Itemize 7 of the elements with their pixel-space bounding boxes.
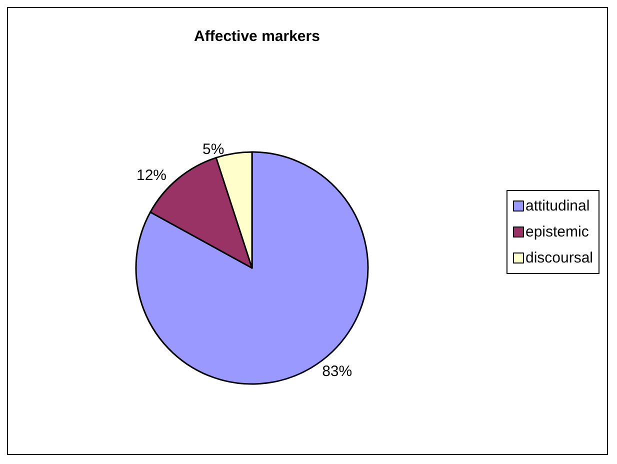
- legend-label: discoursal: [525, 250, 593, 266]
- legend-label: epistemic: [525, 224, 590, 240]
- data-label: 12%: [136, 167, 167, 184]
- chart-title: Affective markers: [194, 28, 320, 45]
- data-label: 83%: [322, 362, 352, 380]
- data-label: 5%: [202, 140, 224, 158]
- legend-label: attitudinal: [525, 198, 590, 214]
